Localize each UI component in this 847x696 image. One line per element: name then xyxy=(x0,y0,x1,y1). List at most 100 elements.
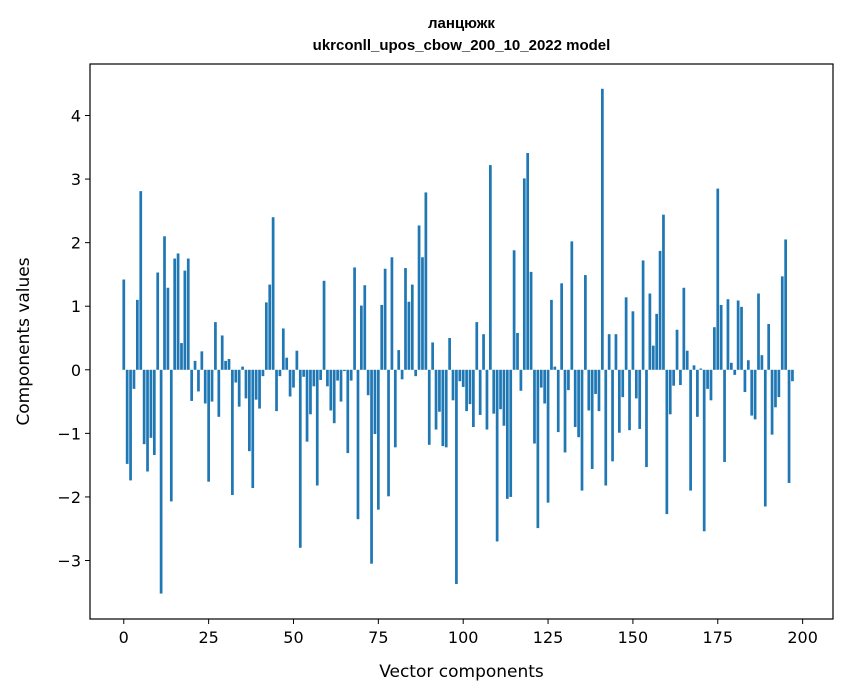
bar xyxy=(719,304,723,370)
bar xyxy=(570,241,574,370)
bar xyxy=(624,297,628,370)
bar xyxy=(550,299,553,370)
bar xyxy=(740,306,743,370)
bar xyxy=(539,369,543,388)
bar xyxy=(505,369,509,499)
bar xyxy=(607,334,611,370)
bar xyxy=(543,369,547,404)
bar xyxy=(787,369,791,483)
x-tick-label: 175 xyxy=(702,628,733,647)
bar xyxy=(132,369,136,389)
bar xyxy=(455,369,458,585)
y-tick-label: 0 xyxy=(71,361,81,380)
bar xyxy=(726,299,730,370)
bar xyxy=(767,324,771,370)
bar xyxy=(563,369,567,453)
bar xyxy=(278,369,282,377)
bar xyxy=(417,225,421,370)
bar xyxy=(285,357,289,370)
chart-title-line1: ланцюжк xyxy=(428,15,495,32)
bar xyxy=(258,369,261,409)
bar xyxy=(495,369,499,542)
bar xyxy=(706,369,709,389)
bar xyxy=(166,287,170,370)
bar xyxy=(281,328,285,370)
bar xyxy=(366,369,370,396)
bar xyxy=(655,313,659,370)
bar xyxy=(407,301,411,370)
bar xyxy=(713,327,716,370)
bar xyxy=(135,299,139,370)
bar xyxy=(383,268,387,370)
bar xyxy=(288,369,292,397)
bar xyxy=(129,369,132,481)
bar xyxy=(275,369,278,412)
bar xyxy=(675,329,679,370)
bar xyxy=(601,88,604,370)
bar xyxy=(488,165,492,370)
bar xyxy=(237,369,241,407)
bar xyxy=(305,369,309,442)
y-tick-label: 3 xyxy=(71,170,81,189)
bar xyxy=(611,369,614,462)
bar xyxy=(519,369,523,391)
bar xyxy=(410,284,414,370)
bar xyxy=(546,369,550,503)
bar xyxy=(573,369,577,428)
bar xyxy=(458,369,462,382)
bar xyxy=(594,369,597,394)
bar xyxy=(390,257,394,370)
bar xyxy=(343,369,346,372)
bar xyxy=(268,284,272,370)
bar xyxy=(142,369,146,445)
bar xyxy=(509,369,513,497)
y-axis-ticks: −3 −2 −1 0 1 2 3 4 xyxy=(57,106,90,571)
bar xyxy=(326,369,329,387)
bar xyxy=(217,369,221,417)
bar xyxy=(492,369,496,414)
bar xyxy=(757,293,760,370)
bar xyxy=(427,369,431,445)
bar xyxy=(214,322,217,370)
bar xyxy=(696,369,699,417)
bar xyxy=(400,369,404,380)
bar xyxy=(665,369,669,515)
y-tick-label: 4 xyxy=(71,106,81,125)
bar xyxy=(702,369,706,532)
bar xyxy=(271,217,275,370)
bar xyxy=(370,369,373,564)
bar xyxy=(421,257,424,370)
bar xyxy=(580,369,584,491)
chart-title-line2: ukrconll_upos_cbow_200_10_2022 model xyxy=(313,37,611,54)
bar xyxy=(360,305,363,370)
bar xyxy=(753,369,757,420)
bar xyxy=(231,369,234,496)
bar xyxy=(332,369,336,424)
y-tick-label: −3 xyxy=(57,552,81,571)
bar xyxy=(651,345,655,370)
bar xyxy=(553,366,557,370)
bar xyxy=(404,268,407,370)
bar xyxy=(478,369,482,415)
bar xyxy=(736,300,740,370)
x-tick-label: 50 xyxy=(283,628,303,647)
bar xyxy=(322,280,326,370)
bar xyxy=(444,369,448,448)
bar xyxy=(774,369,777,408)
bar xyxy=(261,369,265,377)
bar xyxy=(475,322,479,370)
bar xyxy=(556,369,560,433)
bar xyxy=(203,369,207,404)
bar xyxy=(628,369,631,431)
bar xyxy=(438,369,441,412)
bar xyxy=(434,369,438,430)
x-axis-label: Vector components xyxy=(379,662,544,682)
bar xyxy=(414,369,418,377)
bar xyxy=(529,271,533,370)
bar xyxy=(465,369,468,412)
bar xyxy=(210,369,214,402)
bar xyxy=(173,258,177,370)
bar xyxy=(336,369,339,381)
bar xyxy=(254,369,258,400)
bar xyxy=(373,369,377,434)
